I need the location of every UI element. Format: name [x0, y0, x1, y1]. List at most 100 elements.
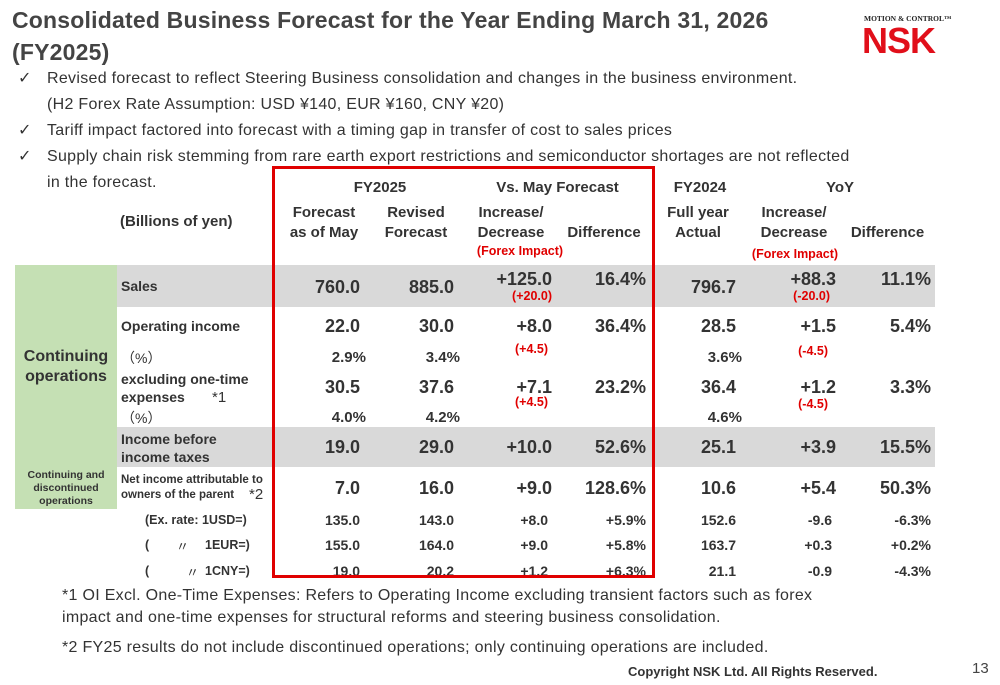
cell-sales-diff: 16.4%: [594, 269, 646, 289]
col-header-line: Increase/: [478, 204, 544, 221]
cell-eur-revised: 164.0: [418, 537, 454, 553]
header-fy2025: FY2025: [353, 179, 407, 196]
cell-usd-revised: 143.0: [418, 512, 454, 528]
col-header-line: Actual: [675, 224, 721, 241]
cell-cny-yoy-diff: -4.3%: [894, 563, 931, 579]
cell-cny-fy24: 21.1: [708, 563, 736, 579]
col-header-line: as of May: [289, 224, 359, 241]
cell-op-yoy-forex: (-4.5): [798, 344, 828, 358]
unit-label: (Billions of yen): [120, 213, 233, 230]
cell-excl-yoy-forex: (-4.5): [798, 397, 828, 411]
cell-usd-diff: +5.9%: [605, 512, 646, 528]
cell-sales-may: 760.0: [314, 277, 360, 297]
col-yoy-difference: Difference: [850, 224, 925, 241]
checkmark-icon: ✓: [18, 148, 32, 165]
segment-line: discontinued: [33, 482, 99, 494]
footnotes: *1 OI Excl. One-Time Expenses: Refers to…: [62, 585, 962, 659]
bullet-item: ✓ Supply chain risk stemming from rare e…: [18, 144, 993, 170]
footnote-ref-2: *2: [249, 486, 264, 503]
cell-op-revised: 30.0: [418, 316, 454, 336]
row-label-usd: (Ex. rate: 1USD=): [145, 513, 247, 527]
col-header-line: Forecast: [384, 224, 448, 241]
logo-wordmark: NSK: [862, 20, 936, 61]
cell-excl-forex: (+4.5): [514, 395, 548, 409]
col-incdec: Increase/ Decrease: [464, 203, 558, 243]
cell-excl-yoy-diff: 3.3%: [889, 377, 931, 397]
cell-op-may: 22.0: [324, 316, 360, 336]
bullet-text: Supply chain risk stemming from rare ear…: [47, 148, 850, 165]
row-label-excl-pct: （%）: [121, 410, 162, 426]
cell-op-fy24: 28.5: [700, 316, 736, 336]
cell-excl-diff: 23.2%: [594, 377, 646, 397]
copyright: Copyright NSK Ltd. All Rights Reserved.: [628, 664, 878, 679]
bullet-text: Revised forecast to reflect Steering Bus…: [47, 70, 798, 87]
cell-eur-may: 155.0: [324, 537, 360, 553]
cell-ni-incdec: +9.0: [516, 478, 552, 498]
footnote-ref-1: *1: [212, 389, 227, 406]
row-label-line: expenses: [121, 389, 185, 405]
cell-ni-diff: 128.6%: [584, 478, 646, 498]
cell-ibt-revised: 29.0: [418, 437, 454, 457]
col-header-line: Increase/: [761, 204, 827, 221]
cell-excl-may: 30.5: [324, 377, 360, 397]
cell-ni-yoy-inc: +5.4: [800, 478, 836, 498]
col-header-line: Forecast: [292, 204, 356, 221]
row-label-cny: 1CNY=): [205, 564, 250, 578]
cell-ibt-yoy-inc: +3.9: [800, 437, 836, 457]
col-revised: Revised Forecast: [372, 203, 460, 243]
row-label-cny-open: (: [145, 564, 150, 578]
col-full-year: Full year Actual: [658, 203, 738, 243]
col-yoy-incdec: Increase/ Decrease: [748, 203, 840, 243]
page-title: Consolidated Business Forecast for the Y…: [12, 7, 769, 65]
segment-line: Continuing: [23, 348, 109, 365]
highlight-box: [272, 166, 655, 578]
cell-op-pct-may: 2.9%: [331, 349, 366, 366]
row-label-eur: 1EUR=): [205, 538, 250, 552]
bullet-text: Tariff impact factored into forecast wit…: [47, 122, 673, 139]
bullet-subtext: in the forecast.: [47, 174, 157, 191]
segment-continuing: Continuing operations: [15, 265, 117, 467]
cell-op-pct-fy24: 3.6%: [707, 349, 742, 366]
cell-cny-yoy-inc: -0.9: [807, 563, 832, 579]
cell-op-pct-revised: 3.4%: [425, 349, 460, 366]
cell-usd-incdec: +8.0: [520, 512, 548, 528]
row-label-ibt: Income before income taxes: [121, 430, 217, 466]
cell-ni-revised: 16.0: [418, 478, 454, 498]
cell-usd-yoy-inc: -9.6: [807, 512, 832, 528]
cell-eur-yoy-inc: +0.3: [804, 537, 832, 553]
footnote-line: *1 OI Excl. One-Time Expenses: Refers to…: [62, 587, 813, 604]
row-label-line: excluding one-time: [121, 371, 249, 387]
header-yoy: YoY: [825, 179, 855, 196]
cell-eur-incdec: +9.0: [520, 537, 548, 553]
cell-eur-diff: +5.8%: [605, 537, 646, 553]
checkmark-icon: ✓: [18, 122, 32, 139]
cell-ibt-may: 19.0: [324, 437, 360, 457]
col-header-line: Decrease: [477, 224, 545, 241]
footnote-line: *2 FY25 results do not include discontin…: [62, 639, 769, 656]
footnote-line: impact and one-time expenses for structu…: [62, 609, 721, 626]
cell-sales-forex: (+20.0): [512, 289, 552, 303]
cell-excl-pct-may: 4.0%: [331, 409, 366, 426]
cell-usd-may: 135.0: [324, 512, 360, 528]
page-number: 13: [972, 660, 989, 677]
row-label-op-income: Operating income: [121, 318, 241, 334]
row-label-line: income taxes: [121, 449, 210, 465]
cell-op-diff: 36.4%: [594, 316, 646, 336]
yoy-forex-impact-note: (Forex Impact): [751, 247, 839, 261]
cell-sales-yoy-inc: +88.3: [790, 269, 836, 289]
row-label-sales: Sales: [121, 278, 158, 294]
segment-line: operations: [39, 495, 93, 507]
ditto-mark: 〃: [176, 539, 190, 554]
col-header-line: Decrease: [760, 224, 828, 241]
row-label-line: Net income attributable to: [121, 474, 263, 486]
cell-usd-fy24: 152.6: [700, 512, 736, 528]
bullet-item: ✓ Tariff impact factored into forecast w…: [18, 118, 993, 144]
cell-ni-fy24: 10.6: [700, 478, 736, 498]
cell-excl-yoy-inc: +1.2: [800, 377, 836, 397]
row-label-eur-open: (: [145, 538, 150, 552]
row-label-net-income: Net income attributable to owners of the…: [121, 473, 263, 503]
col-difference: Difference: [567, 224, 641, 241]
cell-op-incdec: +8.0: [516, 316, 552, 336]
col-forecast-may: Forecast as of May: [278, 203, 370, 243]
cell-sales-yoy-forex: (-20.0): [793, 289, 830, 303]
